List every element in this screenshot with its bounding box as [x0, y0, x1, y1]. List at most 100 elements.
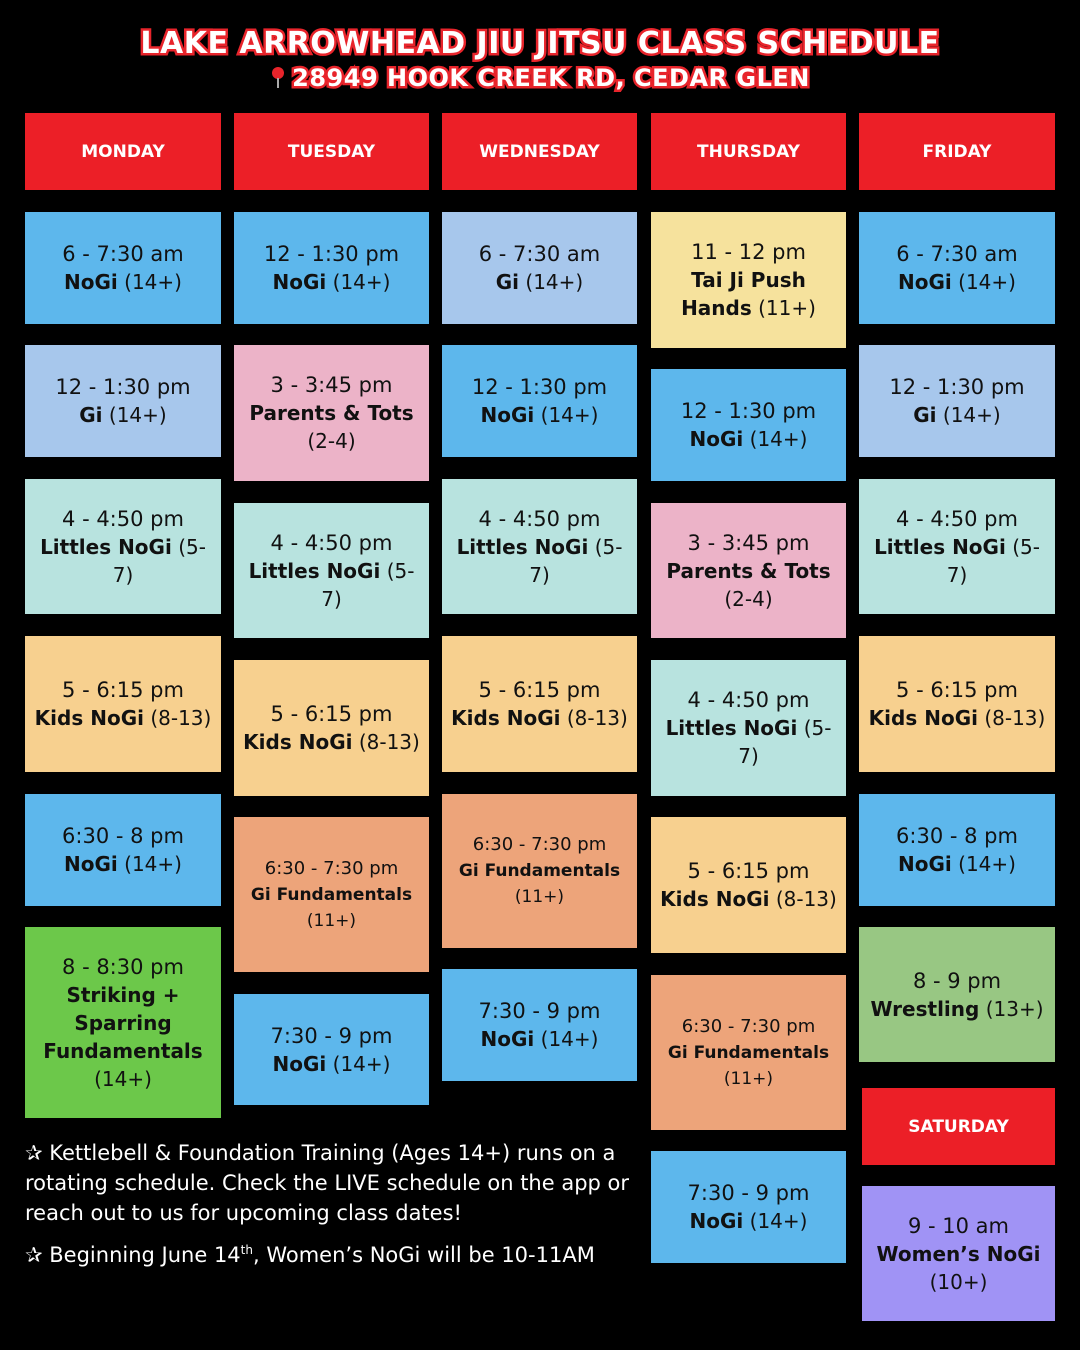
class-name: NoGi [480, 403, 535, 427]
class-name: NoGi [64, 852, 118, 876]
class-ages: (8-13) [150, 706, 212, 730]
class-card: 6:30 - 8 pm NoGi (14+) [25, 794, 221, 906]
class-name: Kids NoGi [868, 706, 978, 730]
pin-icon [272, 67, 285, 88]
class-card: 3 - 3:45 pm Parents & Tots (2-4) [234, 345, 429, 481]
class-name: Wrestling [870, 996, 980, 1021]
class-name: Striking + Sparring Fundamentals [43, 982, 203, 1063]
class-card: 6:30 - 7:30 pm Gi Fundamentals (11+) [442, 794, 637, 948]
class-info: NoGi (14+) [273, 268, 391, 296]
class-info: NoGi (14+) [481, 1025, 599, 1053]
class-time: 12 - 1:30 pm [263, 242, 400, 266]
class-time: 6:30 - 7:30 pm [681, 1015, 816, 1037]
class-card: 6 - 7:30 am Gi (14+) [442, 212, 637, 324]
class-name: Littles NoGi [456, 534, 589, 559]
class-ages: (14+) [124, 852, 182, 876]
note-sup: th [240, 1243, 253, 1257]
class-name: NoGi [272, 1051, 327, 1076]
class-name: Littles NoGi [665, 716, 798, 740]
class-info: Gi Fundamentals (11+) [242, 882, 421, 934]
day-header: MONDAY [25, 113, 221, 190]
class-time: 12 - 1:30 pm [471, 375, 608, 399]
class-ages: (2-4) [724, 586, 773, 611]
class-time: 6 - 7:30 am [62, 242, 184, 266]
class-info: Kids NoGi (8-13) [243, 728, 420, 756]
class-name: Gi Fundamentals [458, 861, 621, 881]
class-info: NoGi (14+) [481, 401, 599, 429]
class-name: NoGi [898, 852, 952, 876]
address-line: 28949 HOOK CREEK RD, CEDAR GLEN [0, 62, 1080, 95]
class-time: 4 - 4:50 pm [478, 506, 601, 531]
class-name: NoGi [689, 1209, 744, 1233]
class-card: 4 - 4:50 pm Littles NoGi (5-7) [234, 503, 429, 638]
class-time: 7:30 - 9 pm [687, 1181, 810, 1205]
class-time: 6:30 - 7:30 pm [472, 834, 607, 855]
class-time: 8 - 8:30 pm [62, 954, 184, 979]
class-info: Littles NoGi (5-7) [242, 557, 421, 613]
class-time: 8 - 9 pm [912, 968, 1002, 993]
class-ages: (14+) [958, 852, 1016, 876]
class-name: Kids NoGi [451, 706, 561, 730]
class-info: Gi (14+) [79, 401, 166, 429]
class-info: Kids NoGi (8-13) [869, 704, 1046, 732]
class-ages: (14+) [540, 1027, 599, 1051]
day-header: WEDNESDAY [442, 113, 637, 190]
class-name: Kids NoGi [660, 887, 770, 911]
class-time: 5 - 6:15 pm [270, 702, 393, 726]
class-info: NoGi (14+) [690, 1207, 808, 1235]
class-card: 9 - 10 am Women’s NoGi (10+) [862, 1186, 1055, 1321]
class-info: Striking + Sparring Fundamentals (14+) [33, 981, 213, 1093]
class-card: 5 - 6:15 pm Kids NoGi (8-13) [859, 636, 1055, 772]
class-card: 4 - 4:50 pm Littles NoGi (5-7) [442, 479, 637, 614]
class-info: Kids NoGi (8-13) [451, 704, 628, 732]
class-info: Tai Ji Push Hands (11+) [659, 266, 838, 322]
class-ages: (8-13) [566, 706, 628, 730]
class-info: Women’s NoGi (10+) [870, 1240, 1047, 1296]
class-card: 7:30 - 9 pm NoGi (14+) [234, 994, 429, 1105]
note: ✰ Beginning June 14th, Women’s NoGi will… [25, 1240, 635, 1270]
class-time: 5 - 6:15 pm [62, 678, 184, 702]
class-ages: (14+) [749, 427, 808, 451]
class-info: Littles NoGi (5-7) [659, 714, 838, 770]
class-ages: (14+) [942, 403, 1001, 427]
class-card: 4 - 4:50 pm Littles NoGi (5-7) [651, 660, 846, 796]
class-name: Gi [79, 403, 103, 427]
class-card: 11 - 12 pm Tai Ji Push Hands (11+) [651, 212, 846, 348]
class-name: Littles NoGi [40, 534, 172, 559]
class-time: 3 - 3:45 pm [687, 530, 810, 555]
class-name: Gi Fundamentals [250, 884, 413, 905]
class-name: Women’s NoGi [876, 1241, 1041, 1266]
class-name: Parents & Tots [249, 401, 414, 425]
class-card: 12 - 1:30 pm Gi (14+) [859, 345, 1055, 457]
class-card: 8 - 8:30 pm Striking + Sparring Fundament… [25, 927, 221, 1118]
class-ages: (10+) [929, 1269, 988, 1294]
note: ✰ Kettlebell & Foundation Training (Ages… [25, 1141, 630, 1225]
class-name: NoGi [480, 1027, 535, 1051]
class-card: 3 - 3:45 pm Parents & Tots (2-4) [651, 503, 846, 638]
class-name: NoGi [272, 270, 327, 294]
class-name: Littles NoGi [874, 534, 1006, 559]
class-ages: (5-7) [946, 534, 1040, 587]
class-card: 12 - 1:30 pm NoGi (14+) [234, 212, 429, 324]
class-card: 12 - 1:30 pm NoGi (14+) [651, 369, 846, 481]
class-name: NoGi [64, 270, 118, 294]
class-info: NoGi (14+) [690, 425, 808, 453]
title: LAKE ARROWHEAD JIU JITSU CLASS SCHEDULE [138, 24, 942, 64]
class-name: Littles NoGi [248, 558, 381, 583]
class-ages: (14+) [540, 403, 599, 427]
day-header: TUESDAY [234, 113, 429, 190]
class-card: 7:30 - 9 pm NoGi (14+) [442, 969, 637, 1081]
class-ages: (5-7) [321, 558, 415, 611]
address: 28949 HOOK CREEK RD, CEDAR GLEN [290, 62, 812, 95]
class-card: 12 - 1:30 pm NoGi (14+) [442, 345, 637, 457]
class-card: 7:30 - 9 pm NoGi (14+) [651, 1151, 846, 1263]
class-ages: (8-13) [358, 730, 420, 754]
class-name: Gi [495, 270, 520, 294]
class-name: Gi Fundamentals [667, 1042, 830, 1063]
class-time: 6:30 - 7:30 pm [264, 857, 399, 879]
class-card: 5 - 6:15 pm Kids NoGi (8-13) [25, 636, 221, 772]
class-info: Gi (14+) [913, 401, 1000, 429]
class-time: 7:30 - 9 pm [478, 999, 601, 1023]
class-card: 5 - 6:15 pm Kids NoGi (8-13) [442, 636, 637, 772]
